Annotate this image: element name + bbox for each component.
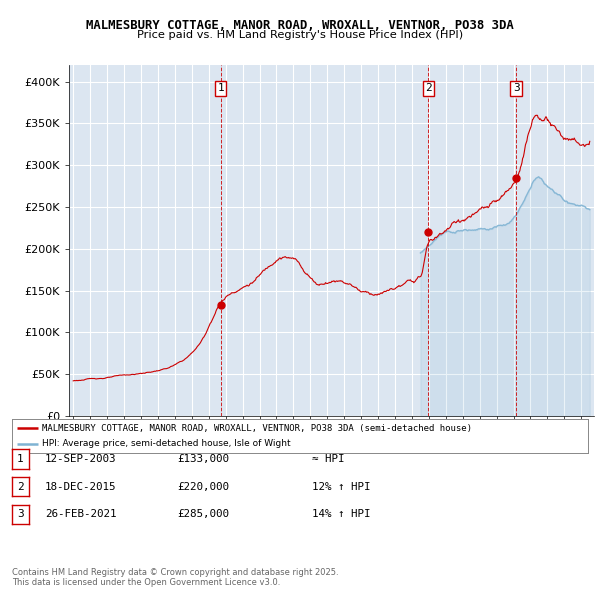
Text: 2: 2: [425, 83, 431, 93]
Text: 1: 1: [17, 454, 24, 464]
Text: 26-FEB-2021: 26-FEB-2021: [45, 510, 116, 519]
Text: MALMESBURY COTTAGE, MANOR ROAD, WROXALL, VENTNOR, PO38 3DA (semi-detached house): MALMESBURY COTTAGE, MANOR ROAD, WROXALL,…: [42, 424, 472, 432]
Text: 18-DEC-2015: 18-DEC-2015: [45, 482, 116, 491]
Text: £285,000: £285,000: [177, 510, 229, 519]
Text: 3: 3: [17, 510, 24, 519]
Text: HPI: Average price, semi-detached house, Isle of Wight: HPI: Average price, semi-detached house,…: [42, 440, 290, 448]
Text: £220,000: £220,000: [177, 482, 229, 491]
Text: Price paid vs. HM Land Registry's House Price Index (HPI): Price paid vs. HM Land Registry's House …: [137, 30, 463, 40]
Text: 2: 2: [17, 482, 24, 491]
Text: £133,000: £133,000: [177, 454, 229, 464]
Text: Contains HM Land Registry data © Crown copyright and database right 2025.
This d: Contains HM Land Registry data © Crown c…: [12, 568, 338, 587]
Text: 12-SEP-2003: 12-SEP-2003: [45, 454, 116, 464]
Text: MALMESBURY COTTAGE, MANOR ROAD, WROXALL, VENTNOR, PO38 3DA: MALMESBURY COTTAGE, MANOR ROAD, WROXALL,…: [86, 19, 514, 32]
Text: 14% ↑ HPI: 14% ↑ HPI: [312, 510, 371, 519]
Text: 3: 3: [513, 83, 520, 93]
Text: 1: 1: [217, 83, 224, 93]
Text: ≈ HPI: ≈ HPI: [312, 454, 344, 464]
Text: 12% ↑ HPI: 12% ↑ HPI: [312, 482, 371, 491]
